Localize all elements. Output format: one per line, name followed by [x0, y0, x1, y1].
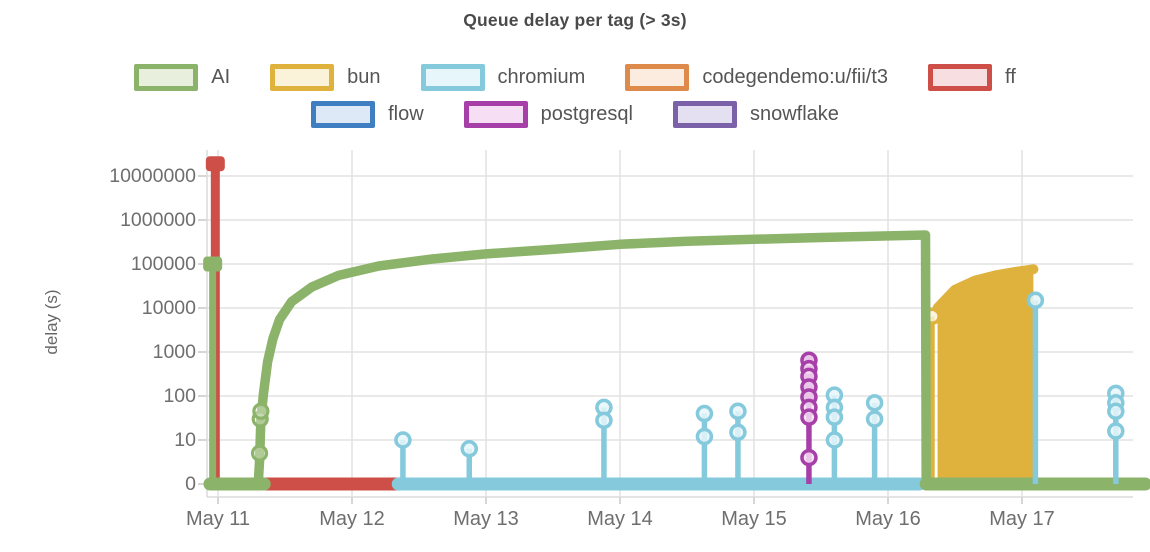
series-chromium-marker	[825, 408, 844, 426]
legend-label: ff	[1005, 66, 1016, 88]
x-tick-label: May 14	[587, 508, 653, 530]
legend-label: chromium	[497, 66, 586, 88]
legend-swatch-icon	[420, 64, 485, 91]
legend-label: postgresql	[540, 103, 633, 125]
series-chromium-marker	[1107, 422, 1125, 440]
y-tick-label: 1000	[152, 341, 196, 363]
legend-item-chromium[interactable]: chromium	[420, 64, 586, 91]
x-tick-label: May 12	[319, 508, 385, 530]
legend-swatch-icon	[625, 64, 690, 91]
x-tick-label: May 16	[855, 508, 921, 530]
series-chromium-marker	[825, 431, 844, 449]
legend-swatch-icon	[928, 64, 992, 91]
y-tick-label: 10000000	[109, 165, 196, 187]
series-AI-marker	[252, 402, 270, 420]
series-chromium-marker	[729, 402, 747, 421]
legend: AI bun chromium codegendemo:u/fii/t3 ff flow p…	[0, 64, 1150, 128]
series-chromium-marker	[865, 410, 884, 428]
legend-label: codegendemo:u/fii/t3	[702, 66, 888, 88]
y-tick-label: 100000	[130, 253, 196, 275]
series-AI-square-marker	[204, 257, 222, 271]
y-tick-label: 0	[185, 473, 196, 495]
legend-item-ff[interactable]: ff	[928, 64, 1016, 91]
series-postgresql-marker	[800, 448, 818, 467]
legend-item-snowflake[interactable]: snowflake	[672, 101, 839, 128]
series-chromium-marker	[695, 427, 714, 446]
y-tick-label: 10	[174, 429, 196, 451]
series-chromium-marker	[695, 404, 714, 423]
legend-label: bun	[347, 66, 381, 88]
legend-row: flow postgresql snowflake	[311, 101, 839, 128]
x-tick-label: May 11	[185, 508, 251, 530]
y-tick-label: 100	[163, 385, 196, 407]
legend-item-bun[interactable]: bun	[270, 64, 381, 91]
chart-title: Queue delay per tag (> 3s)	[463, 10, 687, 30]
series-layer	[203, 156, 1150, 491]
y-tick-label: 10000	[141, 297, 196, 319]
series-chromium-marker	[595, 411, 613, 430]
legend-swatch-icon	[311, 101, 376, 128]
legend-item-codegendemo-u-fii-t3[interactable]: codegendemo:u/fii/t3	[625, 64, 888, 91]
x-tick-label: May 15	[721, 508, 787, 530]
y-tick-label: 1000000	[120, 209, 196, 231]
legend-swatch-icon	[672, 101, 737, 128]
series-AI-marker	[250, 444, 269, 462]
legend-label: snowflake	[749, 103, 839, 125]
legend-item-ai[interactable]: AI	[134, 64, 230, 91]
series-bun-area	[937, 269, 1034, 484]
series-chromium-marker	[729, 423, 747, 442]
series-postgresql-marker	[800, 408, 818, 426]
series-chromium-marker	[460, 440, 478, 458]
series-ff-top-marker	[205, 156, 225, 172]
legend-label: AI	[211, 66, 231, 88]
legend-swatch-icon	[134, 64, 199, 91]
series-chromium-marker	[865, 394, 884, 412]
series-AI-curve	[253, 230, 931, 489]
series-chromium-marker	[394, 431, 412, 449]
legend-swatch-icon	[463, 101, 528, 128]
legend-item-flow[interactable]: flow	[311, 101, 424, 128]
series-chromium-marker	[1026, 291, 1045, 310]
x-tick-label: May 13	[453, 508, 519, 530]
legend-swatch-icon	[270, 64, 335, 91]
x-tick-label: May 17	[989, 508, 1055, 530]
legend-label: flow	[388, 103, 424, 125]
series-bun-area-top	[932, 264, 1039, 313]
legend-row: AI bun chromium codegendemo:u/fii/t3 ff	[134, 64, 1016, 91]
series-chromium-marker	[1107, 402, 1125, 421]
legend-item-postgresql[interactable]: postgresql	[463, 101, 633, 128]
